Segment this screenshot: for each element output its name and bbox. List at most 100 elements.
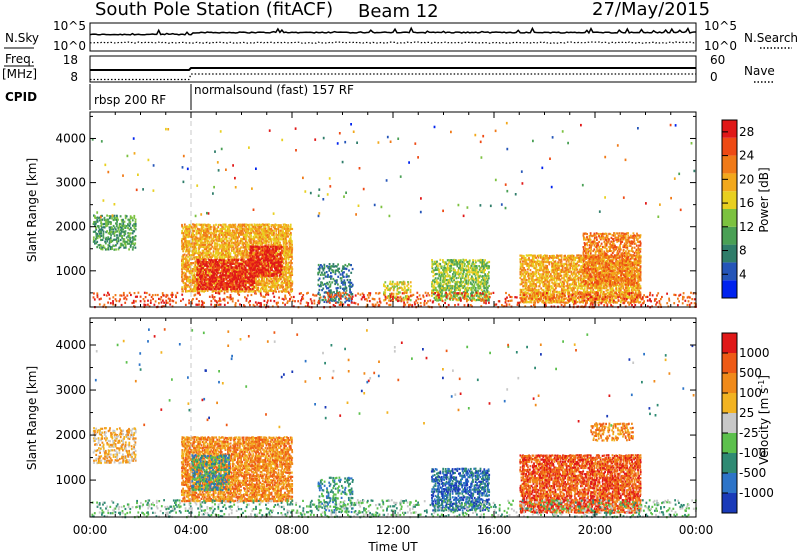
data-cell [283,223,286,226]
data-cell [548,275,551,278]
data-cell [201,290,204,293]
data-cell [199,234,202,237]
data-cell [435,297,438,300]
data-cell [473,285,476,288]
data-cell [450,262,453,265]
data-cell [483,277,485,280]
data-cell [191,281,194,284]
data-cell [438,274,441,278]
data-cell [289,264,292,267]
data-cell [240,223,243,226]
data-cell [342,275,345,278]
data-cell [448,289,450,292]
data-cell [472,272,475,275]
data-cell [234,225,236,229]
data-cell [556,256,558,259]
data-cell [129,244,132,247]
data-cell [524,273,527,276]
data-cell [271,275,273,278]
data-cell [194,246,197,249]
data-cell [111,230,113,233]
data-cell [98,216,101,219]
data-cell [532,271,535,274]
data-cell [195,233,198,236]
data-cell [472,259,474,262]
data-cell [236,255,239,258]
data-cell [243,223,246,226]
data-cell [196,266,199,269]
data-cell [467,298,470,302]
data-cell [487,274,490,277]
data-cell [259,242,262,245]
data-cell [215,252,217,255]
data-cell [209,269,212,272]
data-cell [432,284,434,287]
data-cell [258,223,261,226]
data-cell [443,280,446,284]
data-cell [184,229,187,232]
data-cell [113,238,116,241]
data-cell [206,284,209,287]
data-cell [115,248,117,251]
data-cell [528,287,531,290]
data-cell [558,290,561,294]
data-cell [196,232,199,235]
data-cell [559,270,562,273]
data-cell [281,275,284,278]
data-cell [228,249,230,253]
data-cell [541,264,544,267]
data-cell [261,280,263,283]
data-cell [220,266,223,269]
data-cell [536,254,539,257]
data-cell [466,269,468,272]
data-cell [273,276,275,279]
data-cell [236,229,239,232]
data-cell [213,243,216,247]
data-cell [541,294,544,298]
data-cell [105,225,107,228]
data-cell [235,263,238,266]
data-cell [183,225,186,228]
data-cell [396,289,399,292]
data-cell [204,276,207,279]
data-cell [121,220,123,223]
data-cell [275,232,278,235]
data-cell [271,229,274,232]
data-cell [478,276,481,279]
data-cell [274,253,276,257]
data-cell [116,230,119,233]
data-cell [233,242,235,245]
data-cell [184,225,187,228]
data-cell [328,267,331,270]
data-cell [267,244,270,247]
data-cell [183,223,186,226]
data-cell [95,228,98,231]
data-cell [281,267,284,270]
data-cell [386,296,389,300]
data-cell [189,249,192,252]
data-cell [274,237,276,240]
data-cell [329,267,332,270]
data-cell [471,276,474,279]
data-cell [485,274,488,277]
data-cell [532,259,535,262]
data-cell [541,262,544,265]
data-cell [251,274,254,277]
data-cell [477,271,479,274]
data-cell [520,281,523,284]
data-cell [281,283,284,286]
data-cell [205,280,208,283]
data-cell [275,272,278,276]
data-cell [121,244,123,247]
data-cell [280,290,283,293]
data-cell [270,238,273,241]
data-cell [546,278,548,281]
data-cell [264,257,266,260]
data-cell [559,254,562,257]
data-cell [252,282,254,285]
data-cell [119,244,122,247]
data-cell [107,236,110,239]
data-cell [183,235,186,238]
data-cell [332,299,334,302]
data-cell [558,265,561,268]
